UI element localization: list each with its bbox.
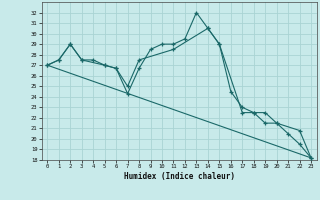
X-axis label: Humidex (Indice chaleur): Humidex (Indice chaleur)	[124, 172, 235, 181]
